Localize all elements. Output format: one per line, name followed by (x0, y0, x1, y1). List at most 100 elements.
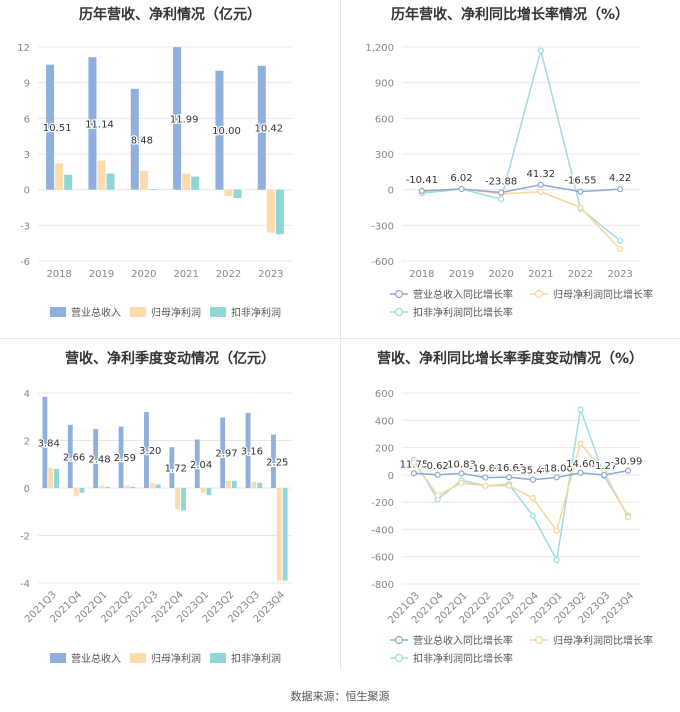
y-tick-label: 600 (375, 114, 394, 125)
bar (257, 482, 263, 488)
data-label: -1.27 (591, 461, 617, 472)
legend-label: 营业总收入同比增长率 (413, 634, 513, 647)
data-label: 8.48 (131, 135, 153, 146)
legend-marker (394, 289, 404, 299)
bar (149, 483, 155, 488)
data-label: 10.42 (255, 124, 284, 135)
bar (226, 480, 231, 488)
data-point (529, 494, 536, 502)
bar (130, 88, 139, 190)
bar (88, 57, 97, 190)
data-source: 数据来源：恒生聚源 (290, 690, 390, 703)
data-point (617, 237, 624, 244)
data-point (458, 185, 465, 193)
data-label: 41.32 (527, 169, 556, 180)
data-label: 10.83 (447, 459, 476, 470)
bar (233, 189, 242, 198)
y-tick-label: 400 (375, 416, 394, 427)
data-point (434, 492, 441, 499)
data-point (553, 474, 560, 481)
bar (245, 412, 251, 488)
y-tick-label: 0 (388, 186, 394, 197)
data-point (537, 181, 544, 188)
bar (181, 488, 186, 511)
data-point (617, 246, 624, 253)
bar (46, 64, 55, 190)
series-line (413, 469, 629, 481)
data-label: -18.06 (541, 463, 573, 474)
quarterly-bar-chart: -4-20242021Q32021Q42022Q12022Q22022Q3202… (20, 389, 292, 665)
legend-label: 归母净利润 (151, 306, 201, 319)
bar (215, 70, 224, 190)
data-label: 2.48 (88, 455, 110, 466)
quarterly-growth-chart: -800-600-400-20002004006002021Q32021Q420… (371, 389, 653, 665)
data-label: 6.02 (450, 173, 472, 184)
y-tick-label: 0 (388, 471, 394, 482)
legend-marker (394, 653, 404, 663)
series-line (421, 187, 621, 250)
y-tick-label: -800 (371, 580, 394, 591)
data-label: -23.88 (485, 177, 517, 188)
bar (42, 396, 48, 488)
data-label: 10.00 (212, 126, 241, 137)
data-label: 3.84 (38, 438, 60, 449)
data-label: 11.99 (170, 114, 199, 125)
bar (200, 488, 206, 493)
bar (271, 434, 276, 488)
bar (282, 488, 288, 581)
annual-bar-chart: -6 -3 0 3 6 9 12 2018 2019 2020 2021 2022 2023 10.51 1… (17, 43, 292, 319)
data-label: 11.75 (400, 459, 429, 470)
data-label: 2.04 (190, 460, 212, 471)
data-point (506, 482, 513, 489)
x-tick-label: 2019 (89, 269, 114, 280)
bar (220, 417, 226, 488)
bar (224, 189, 233, 197)
y-tick-label: -3 (20, 221, 30, 232)
legend-label: 扣非净利润 (231, 652, 281, 665)
x-tick-label: 2022 (216, 269, 241, 280)
chart-title: 历年营收、净利同比增长率情况（%） (390, 7, 630, 23)
bar (130, 486, 136, 488)
y-tick-label: -2 (20, 532, 30, 543)
y-tick-label: 0 (24, 186, 30, 197)
data-point (434, 471, 441, 478)
data-label: -16.61 (493, 463, 525, 474)
data-label: 30.99 (614, 457, 643, 468)
x-tick-label: 2023 (258, 269, 283, 280)
annual-bar-panel: 历年营收、净利情况（亿元） -6 -3 0 3 6 9 12 2018 2019 2020 2021… (0, 0, 340, 338)
data-label: 2.25 (266, 457, 288, 468)
data-point (498, 196, 505, 203)
data-label: 4.22 (609, 173, 631, 184)
data-point (482, 474, 489, 481)
data-point (418, 187, 425, 195)
data-point (577, 469, 584, 476)
bar (54, 469, 59, 488)
vertical-divider (340, 0, 341, 670)
legend-label: 扣非净利润同比增长率 (413, 306, 513, 319)
bar (118, 426, 124, 488)
bar (99, 485, 104, 488)
x-tick-label: 2020 (131, 269, 156, 280)
bar (64, 174, 73, 190)
annual-growth-chart: -600 -300 0 300 600 900 1,200 2018 2019 2020 2021 2… (365, 43, 653, 319)
data-point (625, 514, 632, 521)
legend-label: 扣非净利润 (231, 306, 281, 319)
bar (173, 47, 182, 190)
data-point (537, 47, 544, 54)
x-tick-label: 2022 (568, 269, 593, 280)
y-tick-label: 12 (17, 43, 30, 54)
bar (257, 65, 266, 190)
bar (182, 173, 191, 190)
bar (124, 485, 130, 488)
y-tick-label: -4 (20, 579, 30, 590)
x-tick-label: 2020 (488, 269, 513, 280)
series-line (421, 183, 621, 194)
y-tick-label: -6 (20, 257, 30, 268)
quarterly-bar-panel: 营收、净利季度变动情况（亿元） -4 -2 0 2 4 2021Q3 2021Q4 2022Q… (0, 338, 340, 678)
legend-swatch (130, 307, 146, 317)
y-tick-label: 4 (24, 389, 30, 400)
data-label: 3.20 (139, 446, 161, 457)
data-label: 3.16 (241, 446, 263, 457)
bar (155, 484, 161, 488)
x-tick-label: 2018 (409, 269, 434, 280)
